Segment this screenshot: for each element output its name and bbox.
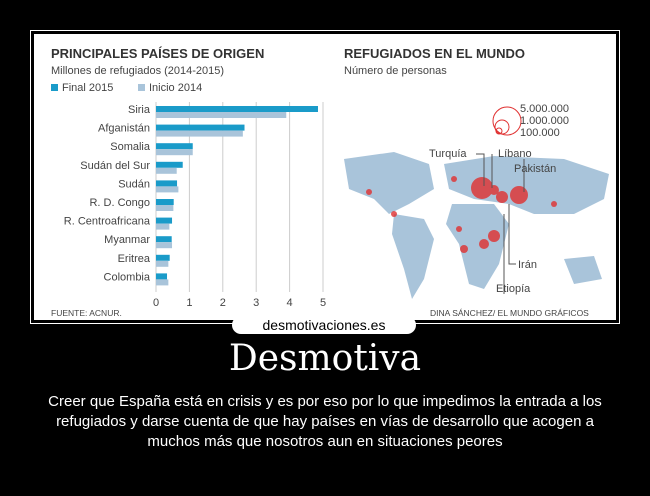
label-iran: Irán [518,259,537,271]
source: FUENTE: ACNUR. [51,308,122,318]
category-label: Somalia [110,141,151,153]
bar-chart: 0 1 2 3 4 5 Siria Afganistán Somalia Sudán del Su… [64,102,326,309]
label-turquia: Turquía [429,148,467,160]
label-libano: Líbano [498,148,532,160]
x-tick-label: 1 [186,297,192,309]
x-tick-label: 3 [253,297,259,309]
label-pakistan: Pakistán [514,163,556,175]
x-tick-label: 5 [320,297,326,309]
legend-swatch [138,84,145,91]
chart-title: PRINCIPALES PAÍSES DE ORIGEN [51,46,265,61]
bar-final-2015 [156,217,173,224]
world-map: 5.000.000 1.000.000 100.000 Turquía Líba… [344,103,609,299]
map-subtitle: Número de personas [344,65,447,77]
bar-final-2015 [156,254,170,261]
category-label: Myanmar [104,234,150,246]
size-1m: 1.000.000 [520,115,569,127]
bar-final-2015 [156,161,183,168]
legend-label: Inicio 2014 [149,82,203,94]
credit: DINA SÁNCHEZ/ EL MUNDO GRÁFICOS [430,308,589,318]
legend-inicio: Inicio 2014 [138,82,202,94]
legend-final: Final 2015 [51,82,113,94]
bar-final-2015 [156,124,245,131]
category-label: Afganistán [98,123,150,135]
x-tick-label: 2 [220,297,226,309]
bar-final-2015 [156,273,168,280]
category-label: R. D. Congo [89,197,150,209]
map-title: REFUGIADOS EN EL MUNDO [344,46,526,61]
x-tick-label: 0 [153,297,159,309]
bar-final-2015 [156,236,172,243]
infographic: PRINCIPALES PAÍSES DE ORIGEN Millones de… [34,34,616,320]
category-label: Sudán del Sur [80,160,150,172]
bar-final-2015 [156,180,178,187]
label-etiopia: Etiopía [496,283,531,295]
bar-inicio-2014 [156,242,173,249]
size-100k: 100.000 [520,127,560,139]
x-tick-label: 4 [287,297,293,309]
bar-inicio-2014 [156,149,193,156]
category-label: R. Centroafricana [64,216,151,228]
bar-final-2015 [156,106,318,112]
category-label: Eritrea [118,253,151,265]
bar-final-2015 [156,199,174,205]
chart-subtitle: Millones de refugiados (2014-2015) [51,65,225,77]
category-label: Siria [128,104,151,116]
poster-caption: Creer que España está en crisis y es por… [48,393,602,450]
site-logo[interactable]: desmotivaciones.es [232,316,416,334]
legend-label: Final 2015 [62,82,114,94]
bar-inicio-2014 [156,167,177,174]
bar-inicio-2014 [156,260,169,267]
poster-title: Desmotiva [228,338,422,379]
category-label: Sudán [118,178,150,190]
bar-inicio-2014 [156,112,287,118]
legend-swatch [51,84,58,91]
bar-inicio-2014 [156,279,169,286]
bar-inicio-2014 [156,223,170,230]
bar-inicio-2014 [156,205,174,211]
bar-inicio-2014 [156,130,243,137]
bar-final-2015 [156,143,193,150]
bar-inicio-2014 [156,186,179,193]
category-label: Colombia [104,271,151,283]
poster-image-frame: PRINCIPALES PAÍSES DE ORIGEN Millones de… [30,30,620,324]
size-5m: 5.000.000 [520,103,569,115]
